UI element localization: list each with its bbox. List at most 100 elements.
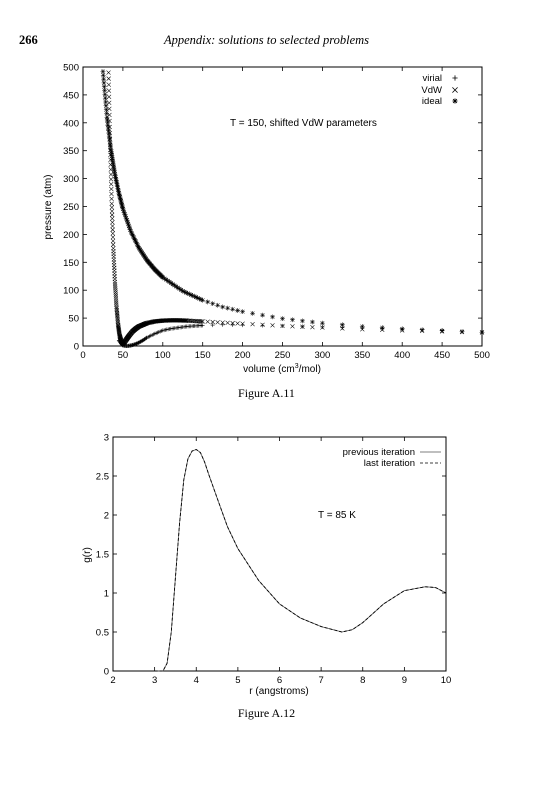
data-point (113, 296, 119, 301)
data-point (112, 283, 118, 289)
y-tick-label: 2 (104, 511, 109, 522)
y-tick-label: 1.5 (96, 550, 109, 561)
series-line-previous-iteration (154, 449, 447, 672)
data-point (168, 280, 174, 286)
page-number: 266 (19, 33, 38, 47)
legend-marker (452, 98, 458, 104)
data-point (115, 187, 121, 193)
data-point (106, 70, 111, 75)
data-point (163, 277, 169, 283)
data-point (103, 99, 109, 105)
chart-annotation: T = 85 K (318, 510, 356, 521)
data-point (109, 212, 115, 218)
data-point (195, 295, 201, 301)
data-point (100, 69, 106, 74)
data-point (108, 149, 114, 155)
data-point (200, 323, 205, 328)
x-tick-label: 150 (195, 350, 211, 361)
y-tick-label: 100 (63, 286, 79, 297)
y-tick-label: 350 (63, 146, 79, 157)
data-point (113, 288, 118, 293)
pressure-volume-chart: 0 50 100 150 200 250 300 350 400 450 500 0 50 100 150 2… (43, 63, 490, 376)
data-point (110, 231, 115, 236)
data-point (110, 223, 115, 229)
data-point (205, 299, 211, 305)
data-point (104, 111, 110, 116)
x-tick-label: 9 (402, 675, 407, 686)
data-point (105, 120, 111, 126)
x-tick-label: 200 (235, 350, 251, 361)
data-point (340, 326, 345, 331)
data-point (172, 282, 177, 288)
data-point (129, 231, 135, 237)
data-point (127, 225, 132, 231)
data-point (240, 309, 245, 315)
data-point (134, 241, 140, 247)
data-point (113, 290, 118, 295)
data-point (183, 318, 189, 323)
data-point (379, 325, 385, 331)
legend-label-previous-iteration: previous iteration (343, 447, 415, 458)
series-virial (116, 322, 484, 348)
x-tick-label: 7 (318, 675, 323, 686)
data-point (459, 329, 465, 334)
data-point (109, 196, 114, 202)
data-point (210, 301, 216, 306)
data-point (220, 322, 225, 327)
data-point (108, 144, 113, 150)
data-point (310, 319, 315, 325)
data-point (339, 322, 345, 328)
data-point (187, 291, 192, 297)
data-point (112, 281, 118, 287)
data-point (121, 208, 126, 214)
data-point (113, 178, 119, 183)
data-point (200, 297, 206, 303)
data-point (100, 72, 106, 78)
data-point (109, 151, 114, 157)
data-point (117, 195, 123, 201)
data-point (112, 173, 118, 179)
legend-label-ideal: ideal (422, 96, 442, 107)
data-point (111, 163, 116, 169)
data-point (126, 223, 132, 229)
data-point (116, 190, 122, 196)
data-point (115, 184, 120, 190)
axis-ticks: 2 3 4 5 6 7 8 9 10 0 0.5 1 1.5 2 2.5 3 (96, 433, 452, 687)
x-tick-label: 8 (360, 675, 365, 686)
data-point (120, 205, 125, 210)
data-point (199, 319, 204, 324)
legend-marker (452, 87, 458, 93)
data-point (479, 329, 485, 335)
data-point (320, 325, 325, 330)
data-point (280, 323, 285, 329)
data-point (106, 88, 112, 93)
data-point (399, 326, 405, 332)
legend: virial VdW ideal (421, 73, 458, 107)
data-point (109, 181, 114, 187)
data-point (117, 193, 122, 199)
data-point (182, 318, 187, 323)
data-point (173, 284, 179, 289)
data-point (175, 285, 181, 291)
y-tick-label: 200 (63, 230, 79, 241)
data-point (250, 310, 255, 316)
data-point (103, 103, 109, 109)
data-point (183, 290, 189, 295)
x-tick-label: 250 (275, 350, 291, 361)
data-point (109, 191, 114, 197)
data-point (121, 210, 127, 215)
data-point (107, 141, 113, 147)
y-tick-label: 0.5 (96, 628, 109, 639)
data-point (110, 161, 116, 167)
data-point (109, 186, 114, 192)
data-point (130, 233, 136, 239)
data-point (109, 208, 115, 214)
data-point (180, 288, 186, 294)
data-point (116, 189, 121, 194)
data-point (290, 324, 295, 329)
data-point (103, 107, 109, 112)
data-point (110, 234, 116, 240)
data-point (119, 201, 124, 206)
data-series (154, 448, 447, 672)
data-point (225, 320, 230, 326)
